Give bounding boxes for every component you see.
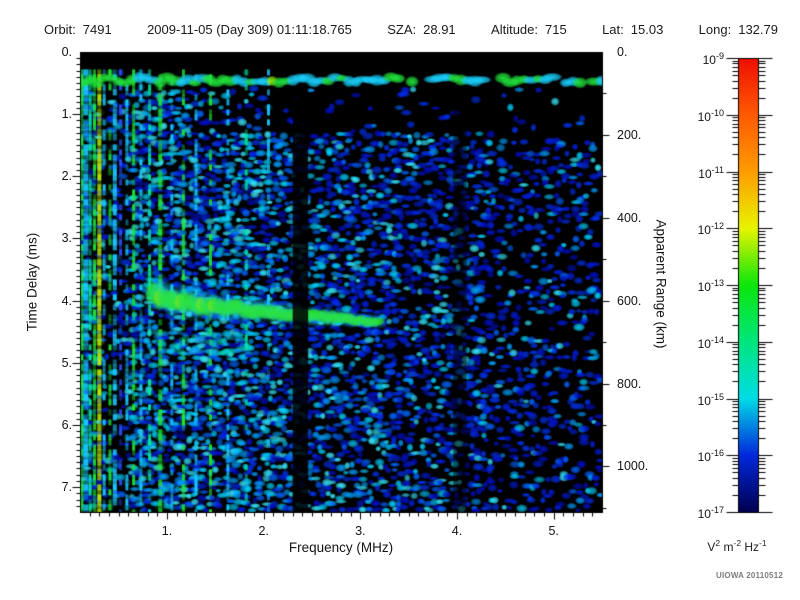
credit-text: UIOWA 20110512 (716, 571, 783, 580)
right-tick-label: 400. (617, 210, 642, 225)
x-tick-label: 3. (355, 524, 366, 538)
colorbar-tick-label: 10-10 (697, 107, 724, 124)
colorbar-tick-label: 10-9 (702, 51, 724, 67)
y-tick-label: 3. (61, 231, 72, 246)
colorbar-tick-label: 10-16 (697, 448, 724, 465)
right-tick-label: 1000. (617, 459, 649, 474)
colorbar-tick-label: 10-12 (697, 221, 724, 238)
y-tick-label: 6. (61, 417, 72, 432)
x-axis-title: Frequency (MHz) (288, 540, 394, 555)
right-tick-label: 0. (617, 45, 628, 59)
right-tick-label: 600. (617, 293, 642, 308)
x-tick-label: 2. (258, 524, 269, 538)
colorbar-units-label: V2 m-2 Hz-1 (707, 538, 767, 554)
colorbar-tick-label: 10-15 (697, 391, 724, 408)
y-tick-label: 5. (61, 355, 72, 370)
right-tick-label: 200. (617, 127, 642, 142)
y-tick-label: 1. (61, 107, 72, 122)
y-tick-label: 2. (61, 169, 72, 184)
y-tick-label: 0. (61, 45, 72, 59)
colorbar-tick-label: 10-13 (697, 278, 724, 294)
y-axis-title-right: Apparent Range (km) (653, 219, 669, 349)
x-tick-label: 4. (451, 524, 463, 538)
y-tick-label: 4. (61, 293, 72, 308)
colorbar-tick-label: 10-14 (697, 334, 724, 351)
colorbar-tick-label: 10-17 (697, 505, 724, 521)
y-axis-title-left: Time Delay (ms) (24, 232, 40, 332)
colorbar-tick-label: 10-11 (698, 164, 724, 181)
y-tick-label: 7. (61, 480, 72, 495)
right-tick-label: 800. (617, 376, 642, 391)
x-tick-label: 5. (548, 524, 559, 538)
x-tick-label: 1. (161, 524, 173, 538)
